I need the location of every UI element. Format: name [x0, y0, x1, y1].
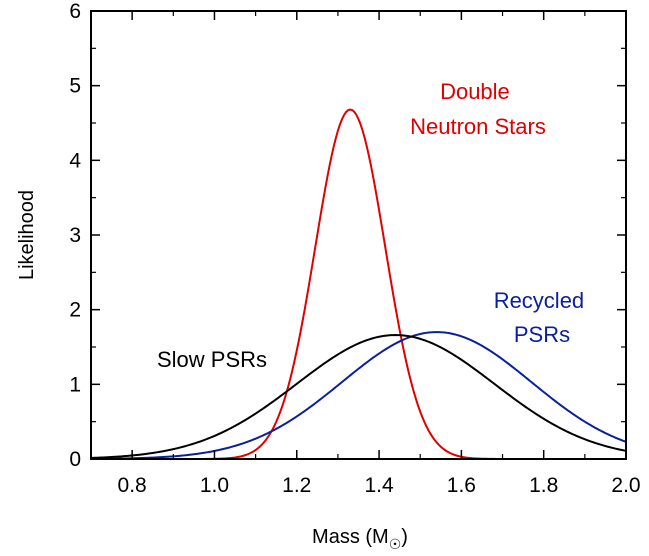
x-tick-label: 0.8 [118, 474, 147, 497]
axis-ticks [90, 10, 627, 460]
y-axis-title: Likelihood [16, 190, 38, 280]
y-tick-label: 5 [69, 75, 81, 98]
y-tick-label: 0 [69, 448, 81, 471]
series-line-recycled-psrs [90, 331, 627, 460]
series-line-slow-psrs [90, 334, 627, 459]
annotation-double-neutron-stars: Double Neutron Stars [410, 79, 546, 139]
series-curves [90, 108, 627, 460]
y-tick-label: 6 [69, 0, 81, 23]
annotation-slow-psrs: Slow PSRs [157, 347, 267, 372]
series-line-double-neutron-stars [91, 108, 626, 460]
x-tick-label: 1.4 [364, 474, 394, 497]
plot-frame [90, 10, 627, 460]
x-tick-label: 1.8 [529, 474, 558, 497]
y-tick-label: 1 [69, 373, 81, 396]
y-tick-label: 2 [69, 299, 81, 322]
x-tick-label: 1.2 [282, 474, 311, 497]
axis-tick-labels: 0.8 1.0 1.2 1.4 1.6 1.8 2.0 0 1 2 3 4 5 6 [69, 0, 640, 497]
x-axis-title: Mass (M☉) [312, 526, 408, 552]
x-tick-label: 1.6 [447, 474, 476, 497]
annotation-recycled-psrs: Recycled PSRs [494, 288, 591, 347]
x-axis-title-subscript: ☉ [389, 536, 402, 552]
x-tick-label: 1.0 [200, 474, 229, 497]
x-axis-title-suffix: ) [401, 526, 408, 548]
y-tick-label: 3 [69, 224, 81, 247]
x-tick-label: 2.0 [611, 474, 640, 497]
y-tick-label: 4 [69, 149, 81, 172]
